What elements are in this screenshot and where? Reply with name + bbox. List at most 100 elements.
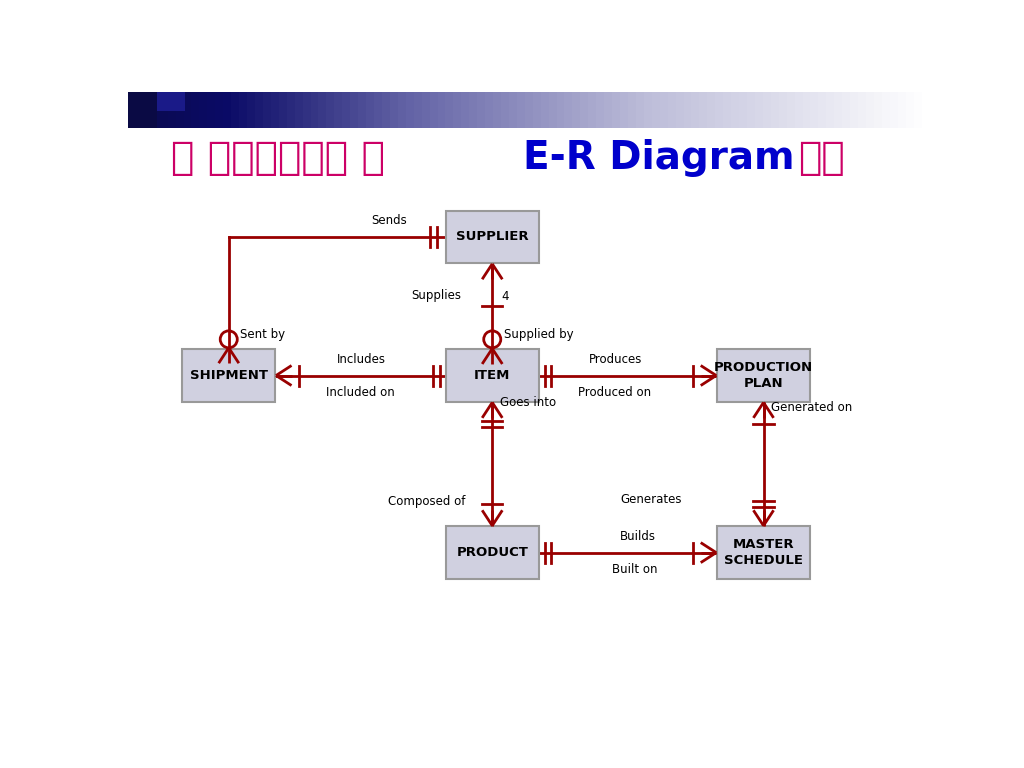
Bar	[509, 92, 518, 127]
Bar	[723, 92, 733, 127]
Text: 4: 4	[502, 290, 509, 303]
Bar	[358, 92, 368, 127]
Text: Composed of: Composed of	[388, 495, 465, 508]
Bar	[374, 92, 384, 127]
Text: Generates: Generates	[621, 493, 682, 506]
Text: 範例: 範例	[799, 139, 845, 177]
Bar	[270, 92, 281, 127]
Bar	[731, 92, 740, 127]
Bar	[461, 92, 471, 127]
Bar	[334, 92, 344, 127]
Bar	[469, 92, 479, 127]
Bar	[390, 92, 399, 127]
Bar	[494, 92, 503, 127]
Bar	[437, 92, 447, 127]
Bar	[350, 92, 359, 127]
Bar	[866, 92, 876, 127]
Bar	[176, 92, 185, 127]
Bar	[659, 92, 670, 127]
Bar	[327, 92, 336, 127]
Text: Builds: Builds	[621, 531, 656, 544]
Text: PRODUCTION
PLAN: PRODUCTION PLAN	[714, 361, 813, 390]
Bar	[207, 92, 217, 127]
Bar	[454, 92, 463, 127]
Bar	[715, 92, 725, 127]
Bar	[835, 92, 844, 127]
Bar	[691, 92, 701, 127]
Bar	[501, 92, 511, 127]
Bar	[303, 92, 312, 127]
Text: Supplies: Supplies	[411, 289, 461, 302]
Bar	[549, 92, 558, 127]
Bar	[652, 92, 662, 127]
Bar	[406, 92, 416, 127]
Text: MASTER
SCHEDULE: MASTER SCHEDULE	[724, 538, 803, 567]
Bar	[136, 92, 145, 127]
Bar	[572, 92, 582, 127]
Bar	[295, 92, 304, 127]
Bar	[850, 92, 860, 127]
Text: 某 產品製造公司 之: 某 產品製造公司 之	[171, 139, 398, 177]
Bar	[588, 92, 598, 127]
Bar	[882, 92, 892, 127]
Bar	[223, 92, 232, 127]
Bar	[612, 92, 622, 127]
Bar	[517, 92, 526, 127]
Bar	[397, 92, 408, 127]
Bar	[128, 92, 158, 127]
Bar	[382, 92, 391, 127]
Bar	[247, 92, 257, 127]
Bar	[414, 92, 423, 127]
Text: Produces: Produces	[589, 353, 642, 366]
Bar	[158, 92, 185, 111]
Bar	[532, 92, 543, 127]
Bar	[778, 92, 788, 127]
Bar	[644, 92, 653, 127]
FancyBboxPatch shape	[445, 526, 539, 579]
Bar	[557, 92, 566, 127]
Bar	[240, 92, 249, 127]
Bar	[874, 92, 884, 127]
Bar	[183, 92, 194, 127]
Bar	[143, 92, 154, 127]
Text: SHIPMENT: SHIPMENT	[189, 369, 267, 382]
Bar	[430, 92, 439, 127]
Bar	[771, 92, 780, 127]
Bar	[913, 92, 924, 127]
Text: Built on: Built on	[612, 563, 657, 576]
Text: Goes into: Goes into	[500, 396, 556, 409]
Bar	[795, 92, 804, 127]
Bar	[636, 92, 645, 127]
Bar	[160, 92, 169, 127]
Bar	[422, 92, 431, 127]
Bar	[445, 92, 455, 127]
FancyBboxPatch shape	[717, 349, 810, 402]
Bar	[826, 92, 836, 127]
Bar	[620, 92, 630, 127]
Bar	[485, 92, 495, 127]
Bar	[858, 92, 867, 127]
Bar	[898, 92, 907, 127]
Bar	[477, 92, 486, 127]
Text: SUPPLIER: SUPPLIER	[456, 230, 528, 243]
Text: Includes: Includes	[337, 353, 386, 366]
FancyBboxPatch shape	[445, 210, 539, 263]
Bar	[786, 92, 797, 127]
Bar	[231, 92, 241, 127]
Bar	[200, 92, 209, 127]
FancyBboxPatch shape	[182, 349, 275, 402]
Bar	[215, 92, 225, 127]
Text: Generated on: Generated on	[771, 401, 853, 414]
Bar	[755, 92, 765, 127]
Bar	[905, 92, 915, 127]
Text: E-R Diagram: E-R Diagram	[523, 139, 808, 177]
Bar	[263, 92, 272, 127]
Bar	[818, 92, 828, 127]
Bar	[676, 92, 685, 127]
Bar	[604, 92, 613, 127]
Bar	[367, 92, 376, 127]
Bar	[287, 92, 296, 127]
Text: Produced on: Produced on	[578, 386, 650, 399]
Bar	[811, 92, 820, 127]
Bar	[890, 92, 899, 127]
